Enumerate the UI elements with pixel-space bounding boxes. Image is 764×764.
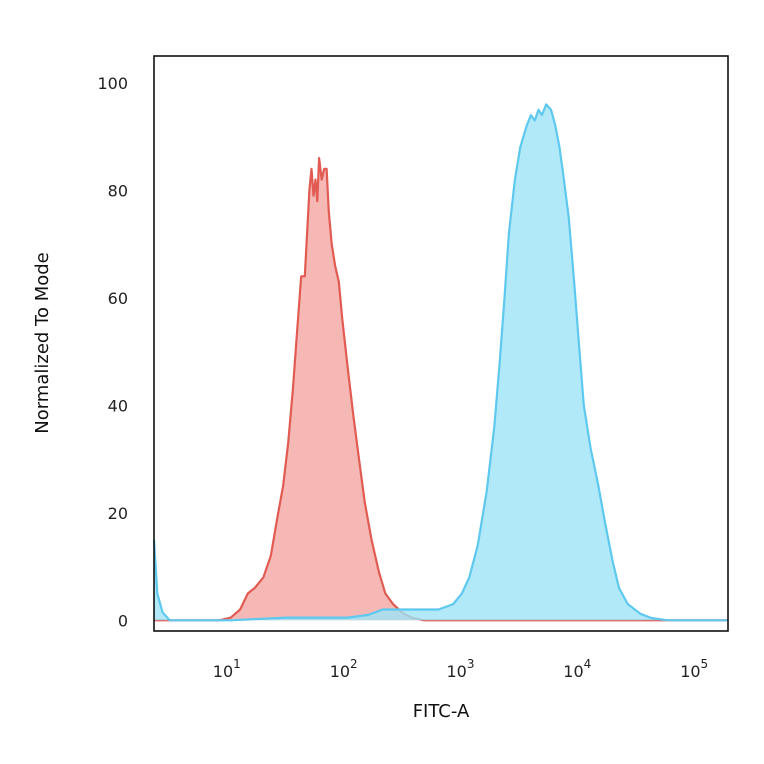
x-tick-label: 105 xyxy=(680,657,708,681)
y-tick-label: 0 xyxy=(118,611,128,630)
x-tick-label: 104 xyxy=(563,657,591,681)
histogram-areas xyxy=(152,103,728,622)
series-1-line xyxy=(154,157,728,622)
x-axis-ticks: 101 102 103 104 105 xyxy=(213,657,708,681)
plot-frame xyxy=(153,55,729,632)
series-2-line xyxy=(152,103,728,622)
series-2-area xyxy=(154,104,728,621)
series-1-area xyxy=(154,158,728,621)
y-tick-label: 60 xyxy=(108,289,128,308)
y-axis-ticks: 0 20 40 60 80 100 xyxy=(97,74,128,630)
y-tick-label: 100 xyxy=(97,74,128,93)
x-axis-title: FITC-A xyxy=(413,701,470,722)
x-tick-label: 102 xyxy=(330,657,358,681)
x-tick-label: 101 xyxy=(213,657,241,681)
x-tick-label: 103 xyxy=(447,657,475,681)
y-tick-label: 40 xyxy=(108,396,128,415)
y-tick-label: 80 xyxy=(108,181,128,200)
y-tick-label: 20 xyxy=(108,504,128,523)
y-axis-title: Normalized To Mode xyxy=(32,252,53,434)
